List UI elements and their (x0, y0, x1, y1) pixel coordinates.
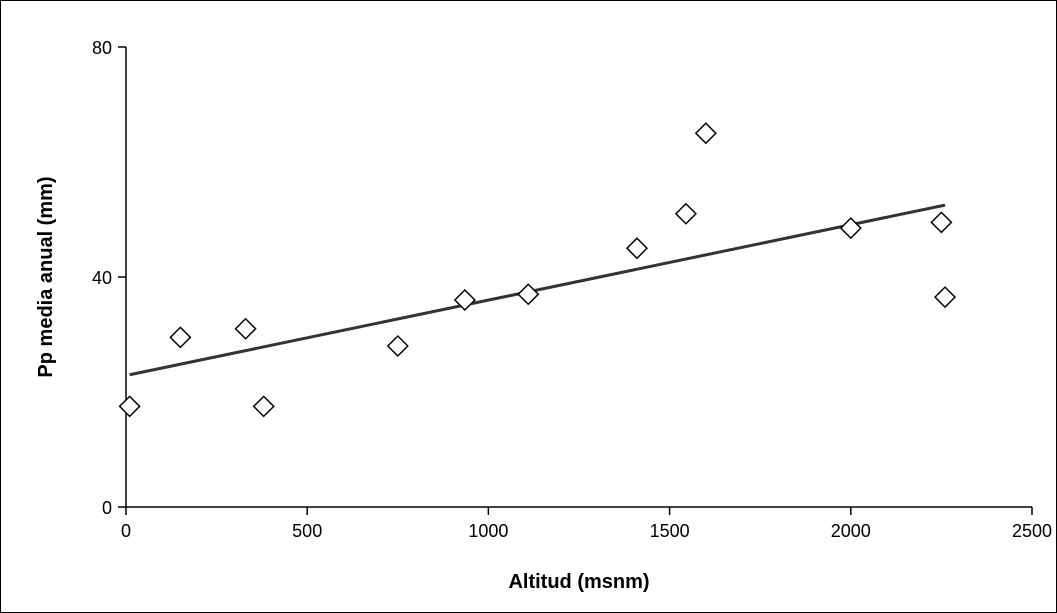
x-tick-label: 1500 (650, 521, 690, 541)
y-axis-title: Pp media anual (mm) (35, 176, 57, 377)
data-point (453, 288, 476, 312)
data-point (839, 217, 862, 240)
data-point (930, 211, 953, 234)
x-ticks: 0 500 1000 1500 2000 2500 (121, 507, 1052, 541)
trendline-group (129, 203, 946, 377)
data-point (118, 395, 141, 418)
data-point (234, 317, 257, 340)
data-point (252, 395, 275, 418)
data-point (169, 326, 192, 349)
data-points (118, 122, 957, 418)
data-point (517, 283, 540, 306)
y-tick-label: 40 (92, 268, 112, 288)
y-tick-label: 80 (92, 38, 112, 58)
x-axis-title: Altitud (msnm) (508, 571, 649, 593)
y-tick-label: 0 (102, 498, 112, 518)
data-point (933, 286, 957, 309)
data-point (386, 334, 409, 358)
data-point (694, 122, 717, 145)
trendline (129, 203, 946, 377)
x-tick-label: 2500 (1012, 521, 1052, 541)
axes (125, 47, 1032, 508)
data-point (674, 202, 697, 225)
x-tick-label: 2000 (831, 521, 871, 541)
x-tick-label: 0 (121, 521, 131, 541)
x-tick-label: 500 (292, 521, 322, 541)
y-ticks: 0 40 80 (92, 38, 126, 518)
data-point (625, 237, 649, 260)
x-tick-label: 1000 (468, 521, 508, 541)
